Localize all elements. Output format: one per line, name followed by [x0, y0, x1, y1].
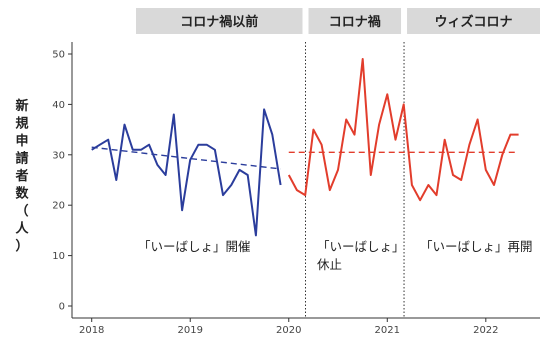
y-tick-label: 40 — [52, 100, 65, 111]
x-tick-label: 2019 — [178, 325, 203, 336]
series-line-1 — [287, 58, 519, 202]
series-lines — [91, 58, 519, 237]
annotation-text: 「いーばしょ」再開 — [420, 239, 533, 254]
period-band — [308, 8, 402, 34]
y-tick-label: 20 — [52, 201, 65, 212]
annotation-text: 「いーばしょ」開催 — [138, 239, 251, 254]
x-tick-label: 2021 — [375, 325, 400, 336]
trend-lines — [91, 146, 519, 170]
x-tick-label: 2018 — [79, 325, 104, 336]
trend-line — [91, 146, 281, 170]
y-axis-label-char: （ — [15, 203, 28, 219]
y-axis-label-char: 数 — [15, 186, 29, 202]
annotation-text: 休止 — [317, 257, 342, 272]
y-tick-label: 10 — [52, 251, 65, 262]
series-line-0 — [91, 108, 282, 237]
y-tick-label: 0 — [59, 302, 65, 313]
annotations: 「いーばしょ」開催 「いーばしょ」休止 「いーばしょ」再開 — [138, 239, 533, 272]
period-band — [407, 8, 540, 34]
y-axis-label-char: 請 — [15, 151, 28, 167]
period-band — [136, 8, 303, 34]
x-tick-label: 2020 — [276, 325, 301, 336]
period-label: ウィズコロナ — [435, 14, 513, 30]
y-axis-label-char: 新 — [15, 98, 28, 114]
y-tick-label: 50 — [52, 50, 65, 61]
y-axis-label-char: 規 — [15, 117, 28, 132]
y-axis-label-char: 人 — [15, 221, 29, 237]
annotation-text: 「いーばしょ」 — [317, 239, 405, 254]
period-label: コロナ禍以前 — [180, 14, 258, 30]
y-axis-label-char: 者 — [14, 168, 28, 184]
x-tick-label: 2022 — [473, 325, 498, 336]
y-tick-label: 30 — [52, 150, 65, 161]
y-axis-label-char: ） — [15, 238, 28, 254]
y-axis-label-char: 申 — [15, 133, 28, 149]
period-label: コロナ禍 — [329, 14, 381, 30]
